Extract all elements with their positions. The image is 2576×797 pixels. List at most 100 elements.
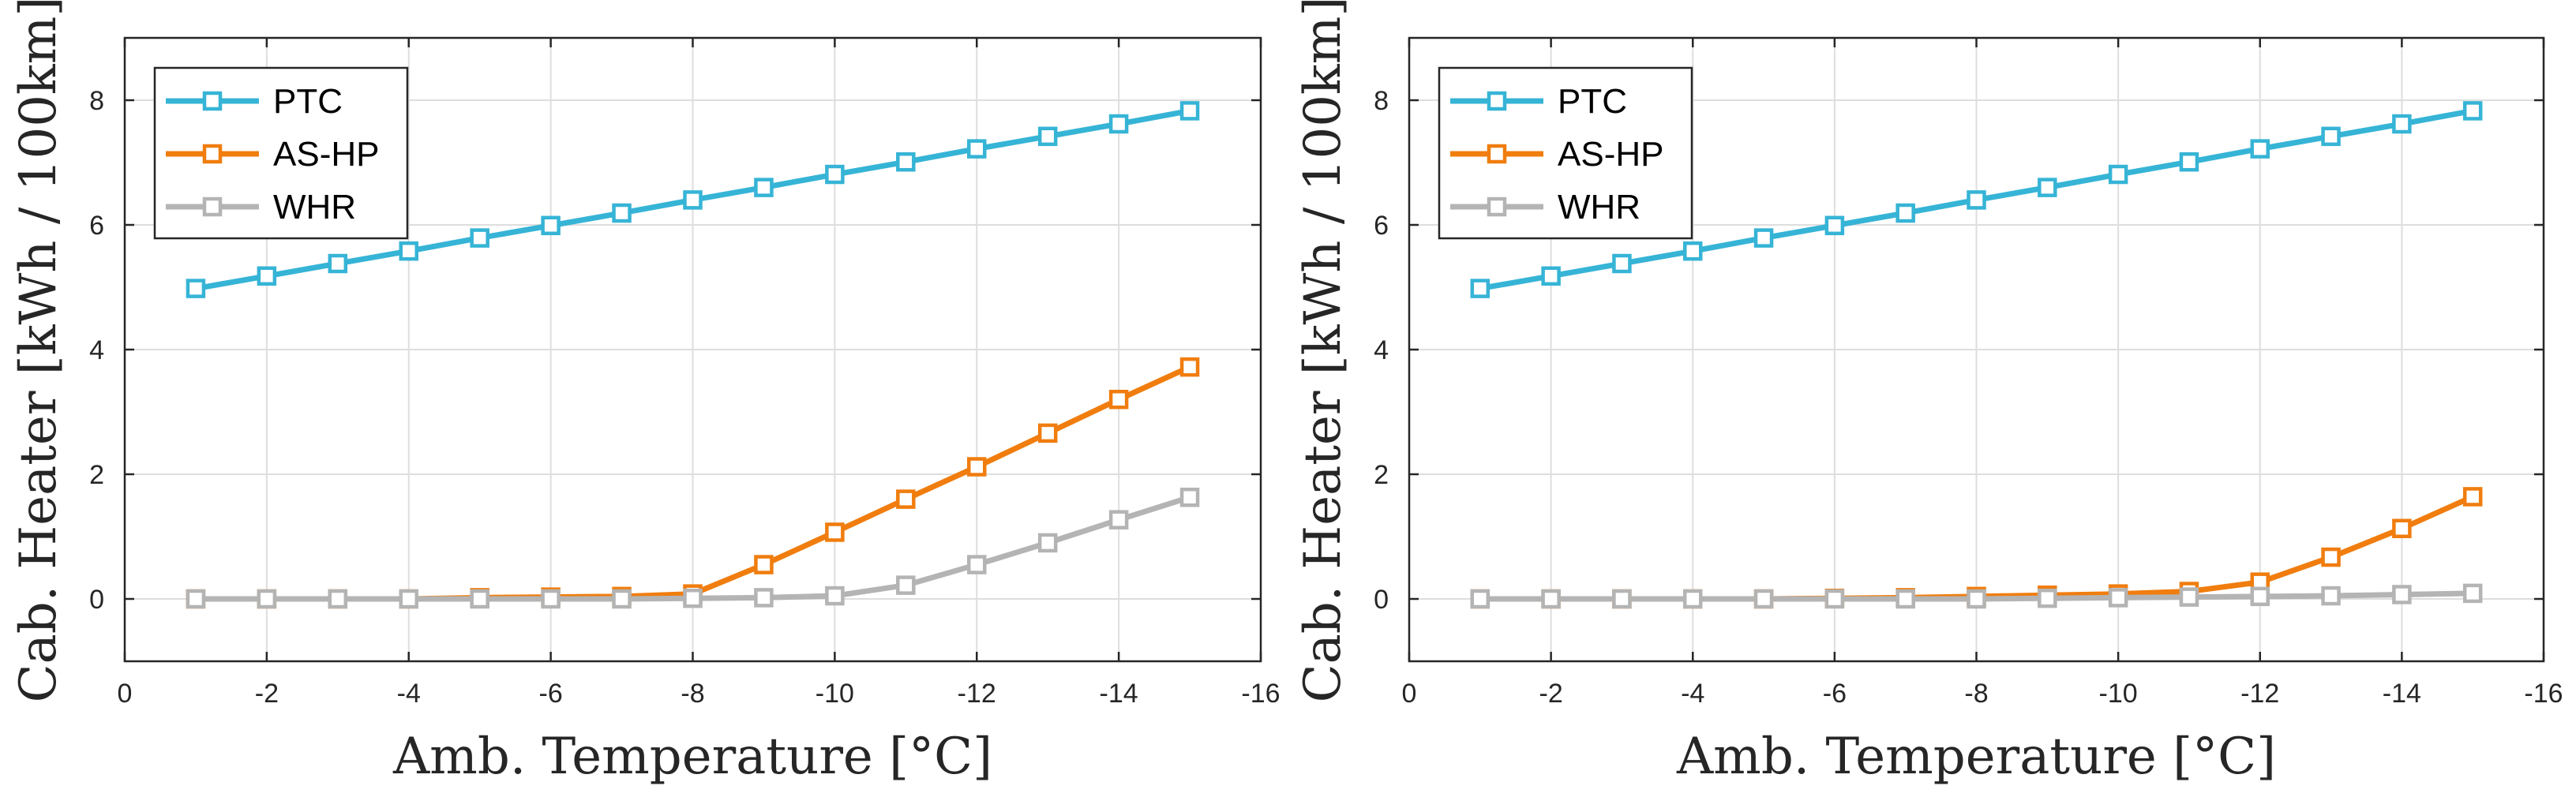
data-point-ptc: [1470, 279, 1490, 298]
y-tick-label: 6: [1374, 211, 1389, 241]
y-tick-label: 8: [89, 86, 104, 116]
data-point-whr: [1108, 510, 1129, 529]
chart-panel-left: 0 -2 -4 -6 -8 -10 -12 -14 -16 0 2 4 6 8 Amb. Temperatu…: [9, 0, 1281, 786]
data-point-ptc: [1824, 215, 1845, 236]
data-point-ptc: [825, 164, 845, 185]
data-point-whr: [1470, 589, 1490, 609]
data-point-whr: [896, 575, 916, 595]
data-point-whr: [683, 588, 703, 608]
data-point-whr: [1824, 589, 1845, 609]
legend-swatch-marker: [1487, 144, 1507, 164]
data-point-whr: [2250, 586, 2270, 607]
data-point-whr: [470, 589, 489, 609]
y-tick-label: 6: [89, 211, 104, 241]
data-point-ptc: [1967, 190, 1986, 210]
data-point-ptc: [754, 178, 774, 197]
data-point-whr: [1967, 589, 1986, 609]
data-point-ptc: [1541, 266, 1561, 286]
series-ptc: [186, 101, 1200, 298]
data-point-ptc: [1179, 101, 1200, 121]
data-point-as-hp: [967, 457, 987, 477]
legend-label: PTC: [273, 82, 343, 121]
data-point-ptc: [2108, 164, 2128, 185]
x-axis-label: Amb. Temperature [°C]: [1676, 728, 2276, 786]
data-point-whr: [754, 588, 774, 608]
y-axis-label: Cab. Heater [kWh / 100km]: [9, 0, 68, 702]
legend-label: WHR: [1558, 188, 1640, 226]
x-tick-label: -16: [2524, 679, 2563, 709]
data-point-whr: [328, 589, 348, 609]
data-point-ptc: [1108, 114, 1129, 134]
legend-swatch-marker: [202, 91, 223, 111]
data-point-whr: [2179, 587, 2199, 607]
legend-swatch-marker: [1487, 196, 1507, 217]
y-axis-label: Cab. Heater [kWh / 100km]: [1294, 0, 1352, 702]
x-tick-label: -16: [1241, 679, 1280, 709]
data-point-ptc: [2462, 101, 2483, 121]
x-tick-label: -4: [397, 679, 421, 709]
x-tick-label: -12: [958, 679, 996, 709]
data-point-as-hp: [825, 522, 845, 542]
series-ptc: [1470, 101, 2483, 298]
data-point-whr: [2462, 583, 2483, 604]
data-point-ptc: [896, 152, 916, 172]
data-point-whr: [1753, 589, 1774, 609]
data-point-as-hp: [1037, 423, 1058, 443]
data-point-ptc: [1753, 228, 1774, 248]
y-tick-label: 2: [1374, 460, 1389, 490]
y-tick-label: 8: [1374, 86, 1389, 116]
data-point-whr: [186, 589, 206, 609]
y-tick-label: 0: [89, 585, 104, 615]
data-point-whr: [1541, 589, 1561, 609]
y-tick-label: 4: [89, 335, 104, 365]
data-point-whr: [1612, 589, 1632, 609]
data-point-ptc: [2321, 126, 2341, 147]
data-point-ptc: [1683, 241, 1703, 261]
data-point-ptc: [2250, 139, 2270, 159]
data-point-whr: [1683, 589, 1703, 609]
series-whr: [186, 487, 1200, 609]
legend-label: PTC: [1558, 82, 1627, 121]
series-whr: [1470, 583, 2483, 609]
data-point-ptc: [186, 279, 206, 298]
data-point-ptc: [2392, 114, 2412, 134]
y-tick-label: 4: [1374, 335, 1389, 365]
data-point-ptc: [328, 253, 348, 274]
data-point-whr: [541, 589, 561, 609]
legend-label: AS-HP: [1558, 135, 1663, 174]
data-point-whr: [612, 589, 632, 609]
data-point-ptc: [2179, 152, 2199, 172]
data-point-ptc: [1895, 203, 1915, 223]
x-tick-label: -6: [1823, 679, 1847, 709]
legend-label: AS-HP: [273, 135, 379, 174]
legend-swatch-marker: [202, 144, 223, 164]
y-tick-label: 0: [1374, 585, 1389, 615]
legend-swatch-marker: [1487, 91, 1507, 111]
x-tick-label: -2: [255, 679, 279, 709]
x-tick-label: -14: [1100, 679, 1138, 709]
chart-panel-right: 0 -2 -4 -6 -8 -10 -12 -14 -16 0 2 4 6 8 Amb. Temperatu…: [1294, 0, 2563, 786]
data-point-whr: [1179, 487, 1200, 507]
data-point-as-hp: [1179, 357, 1200, 377]
data-point-whr: [2038, 588, 2057, 608]
y-tick-label: 2: [89, 460, 104, 490]
data-point-whr: [2392, 585, 2412, 604]
x-tick-label: -10: [816, 679, 854, 709]
x-axis-label: Amb. Temperature [°C]: [392, 728, 992, 786]
x-tick-label: -10: [2099, 679, 2138, 709]
x-tick-label: 0: [1402, 679, 1417, 709]
data-point-ptc: [2038, 178, 2057, 197]
data-point-ptc: [541, 215, 561, 236]
x-tick-label: 0: [118, 679, 133, 709]
data-point-as-hp: [896, 489, 916, 509]
data-point-whr: [1037, 533, 1058, 553]
tick-marks: [123, 38, 1262, 661]
data-point-ptc: [470, 228, 489, 248]
data-point-ptc: [399, 241, 418, 261]
legend-swatch-marker: [202, 196, 223, 217]
data-point-ptc: [257, 266, 277, 286]
data-point-ptc: [967, 139, 987, 159]
legend-label: WHR: [273, 188, 356, 226]
x-tick-label: -6: [539, 679, 563, 709]
